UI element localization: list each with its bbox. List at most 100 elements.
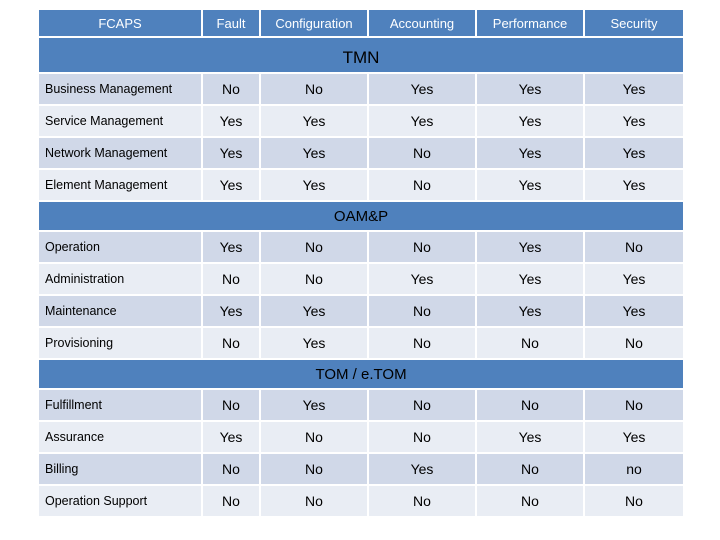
row-label: Service Management xyxy=(37,104,203,138)
table-cell: Yes xyxy=(475,294,585,328)
table-row: Element Management Yes Yes No Yes Yes xyxy=(37,168,685,202)
table-cell: No xyxy=(201,388,261,422)
table-row: Billing No No Yes No no xyxy=(37,452,685,486)
table-row: Operation Yes No No Yes No xyxy=(37,230,685,264)
header-cell-fault: Fault xyxy=(201,8,261,38)
header-cell-security: Security xyxy=(583,8,685,38)
row-label: Network Management xyxy=(37,136,203,170)
table-cell: No xyxy=(259,420,369,454)
comparison-table-container: FCAPS Fault Configuration Accounting Per… xyxy=(37,8,685,518)
table-cell: Yes xyxy=(201,294,261,328)
table-cell: Yes xyxy=(475,136,585,170)
table-cell: No xyxy=(259,484,369,518)
table-cell: Yes xyxy=(583,104,685,138)
table-cell: No xyxy=(475,388,585,422)
row-label: Provisioning xyxy=(37,326,203,360)
table-cell: No xyxy=(259,262,369,296)
table-cell: No xyxy=(201,262,261,296)
header-cell-performance: Performance xyxy=(475,8,585,38)
section-row: TMN xyxy=(37,36,685,74)
table-cell: No xyxy=(475,452,585,486)
table-row: Provisioning No Yes No No No xyxy=(37,326,685,360)
table-cell: Yes xyxy=(583,262,685,296)
table-row: Assurance Yes No No Yes Yes xyxy=(37,420,685,454)
table-cell: No xyxy=(367,420,477,454)
table-cell: No xyxy=(367,136,477,170)
row-label: Administration xyxy=(37,262,203,296)
section-title: OAM&P xyxy=(37,200,685,232)
table-cell: Yes xyxy=(259,136,369,170)
table-row: Service Management Yes Yes Yes Yes Yes xyxy=(37,104,685,138)
table-cell: Yes xyxy=(583,168,685,202)
table-cell: Yes xyxy=(475,104,585,138)
table-cell: No xyxy=(259,230,369,264)
table-cell: Yes xyxy=(367,72,477,106)
table-cell: No xyxy=(367,294,477,328)
header-cell-fcaps: FCAPS xyxy=(37,8,203,38)
table-cell: No xyxy=(583,230,685,264)
table-cell: No xyxy=(201,72,261,106)
table-cell: Yes xyxy=(259,168,369,202)
table-row: Network Management Yes Yes No Yes Yes xyxy=(37,136,685,170)
table-cell: Yes xyxy=(201,168,261,202)
row-label: Operation xyxy=(37,230,203,264)
table-cell: Yes xyxy=(259,104,369,138)
section-title: TMN xyxy=(37,36,685,74)
table-cell: Yes xyxy=(201,104,261,138)
table-cell: No xyxy=(583,326,685,360)
row-label: Maintenance xyxy=(37,294,203,328)
row-label: Business Management xyxy=(37,72,203,106)
table-cell: No xyxy=(475,326,585,360)
table-cell: Yes xyxy=(367,104,477,138)
row-label: Operation Support xyxy=(37,484,203,518)
table-row: Business Management No No Yes Yes Yes xyxy=(37,72,685,106)
table-cell: No xyxy=(475,484,585,518)
table-row: Administration No No Yes Yes Yes xyxy=(37,262,685,296)
row-label: Assurance xyxy=(37,420,203,454)
table-cell: No xyxy=(201,452,261,486)
table-cell: Yes xyxy=(259,294,369,328)
table-cell: Yes xyxy=(583,294,685,328)
table-cell: No xyxy=(367,484,477,518)
table-cell: Yes xyxy=(259,388,369,422)
table-cell: Yes xyxy=(583,136,685,170)
header-cell-configuration: Configuration xyxy=(259,8,369,38)
table-cell: No xyxy=(583,388,685,422)
fcaps-comparison-table: FCAPS Fault Configuration Accounting Per… xyxy=(37,8,685,518)
table-cell: Yes xyxy=(475,72,585,106)
table-cell: No xyxy=(367,168,477,202)
row-label: Element Management xyxy=(37,168,203,202)
table-cell: Yes xyxy=(475,168,585,202)
header-row: FCAPS Fault Configuration Accounting Per… xyxy=(37,8,685,38)
section-title: TOM / e.TOM xyxy=(37,358,685,390)
table-cell: Yes xyxy=(367,262,477,296)
table-cell: Yes xyxy=(475,262,585,296)
table-body: FCAPS Fault Configuration Accounting Per… xyxy=(37,8,685,518)
table-cell: Yes xyxy=(475,420,585,454)
table-cell: No xyxy=(583,484,685,518)
table-cell: Yes xyxy=(259,326,369,360)
table-cell: Yes xyxy=(201,420,261,454)
table-cell: No xyxy=(201,326,261,360)
table-cell: No xyxy=(259,452,369,486)
table-cell: No xyxy=(367,326,477,360)
table-cell: No xyxy=(201,484,261,518)
table-cell: No xyxy=(259,72,369,106)
table-cell: Yes xyxy=(367,452,477,486)
section-row: TOM / e.TOM xyxy=(37,358,685,390)
table-cell: no xyxy=(583,452,685,486)
table-cell: Yes xyxy=(201,136,261,170)
row-label: Billing xyxy=(37,452,203,486)
row-label: Fulfillment xyxy=(37,388,203,422)
table-row: Fulfillment No Yes No No No xyxy=(37,388,685,422)
table-cell: Yes xyxy=(475,230,585,264)
table-cell: Yes xyxy=(583,420,685,454)
header-cell-accounting: Accounting xyxy=(367,8,477,38)
table-cell: No xyxy=(367,388,477,422)
table-cell: Yes xyxy=(583,72,685,106)
table-row: Operation Support No No No No No xyxy=(37,484,685,518)
table-cell: Yes xyxy=(201,230,261,264)
section-row: OAM&P xyxy=(37,200,685,232)
table-cell: No xyxy=(367,230,477,264)
table-row: Maintenance Yes Yes No Yes Yes xyxy=(37,294,685,328)
